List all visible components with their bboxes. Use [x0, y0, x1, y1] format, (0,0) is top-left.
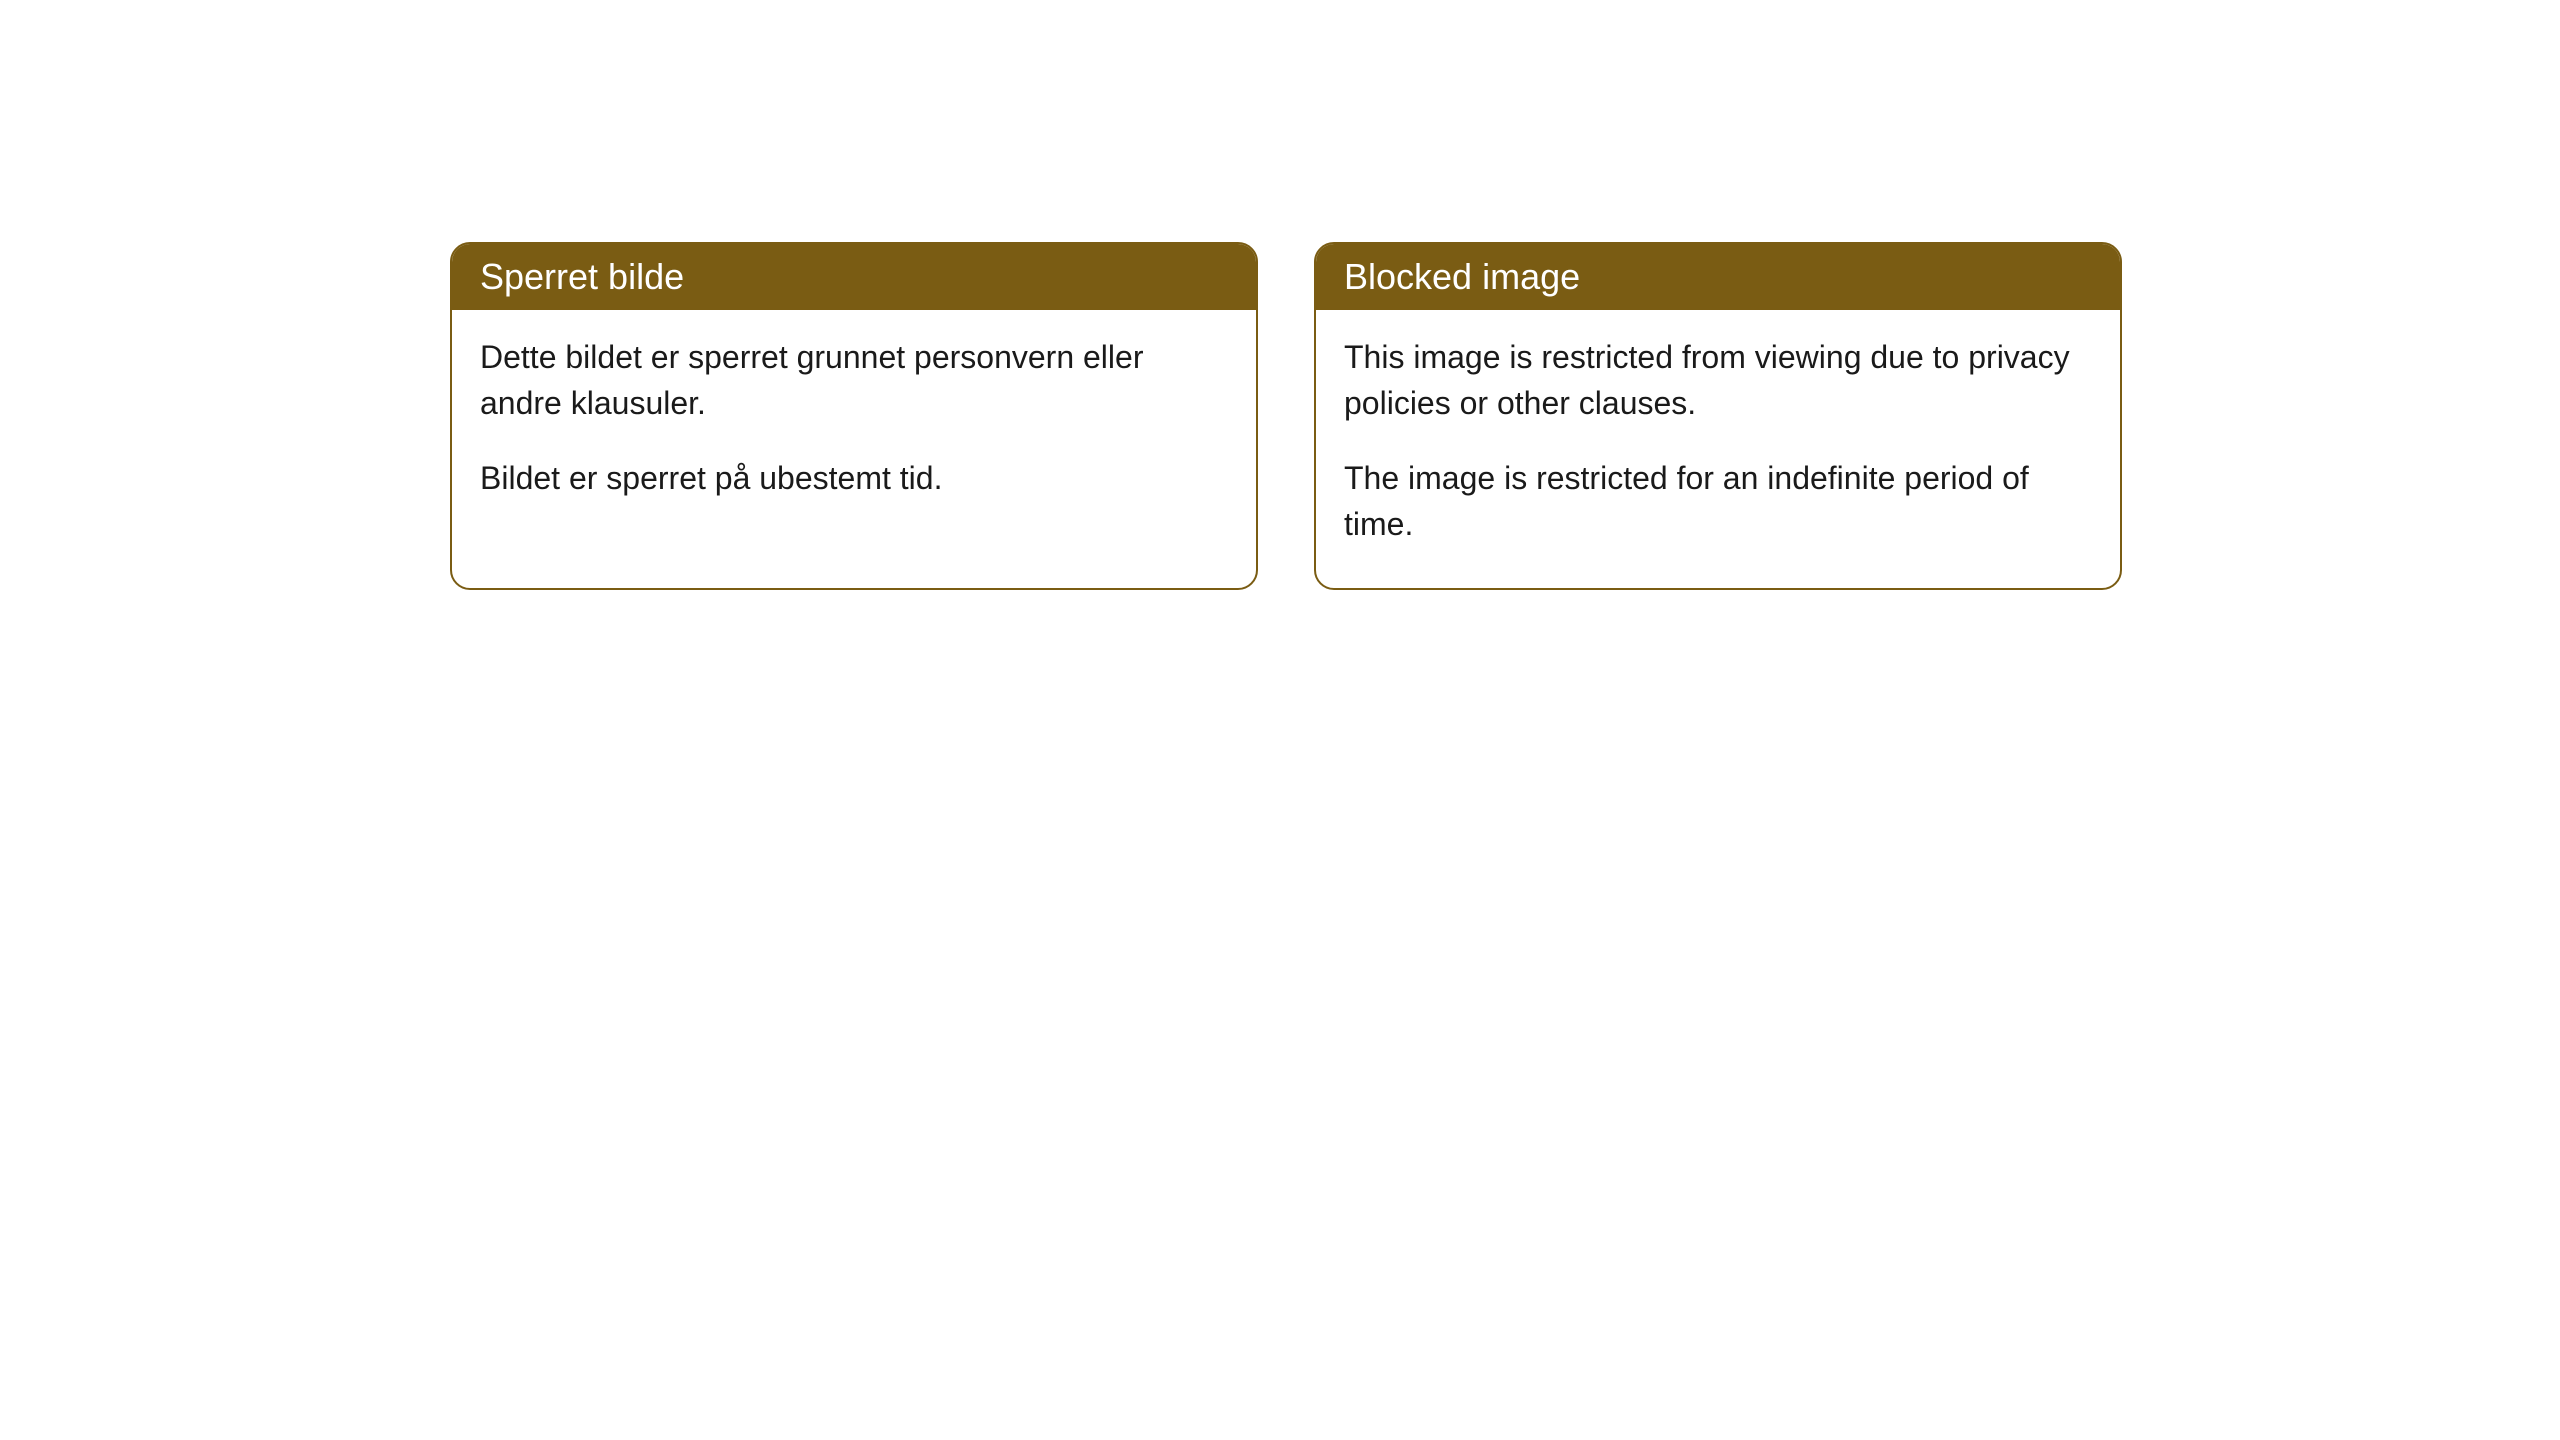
notice-paragraph-1: Dette bildet er sperret grunnet personve… [480, 334, 1228, 427]
notice-title: Sperret bilde [480, 256, 684, 297]
notice-body: Dette bildet er sperret grunnet personve… [452, 310, 1256, 541]
notice-header: Sperret bilde [452, 244, 1256, 310]
notice-card-english: Blocked image This image is restricted f… [1314, 242, 2122, 590]
notice-body: This image is restricted from viewing du… [1316, 310, 2120, 588]
notice-paragraph-2: Bildet er sperret på ubestemt tid. [480, 455, 1228, 501]
notice-container: Sperret bilde Dette bildet er sperret gr… [450, 242, 2122, 590]
notice-header: Blocked image [1316, 244, 2120, 310]
notice-paragraph-1: This image is restricted from viewing du… [1344, 334, 2092, 427]
notice-card-norwegian: Sperret bilde Dette bildet er sperret gr… [450, 242, 1258, 590]
notice-paragraph-2: The image is restricted for an indefinit… [1344, 455, 2092, 548]
notice-title: Blocked image [1344, 256, 1580, 297]
